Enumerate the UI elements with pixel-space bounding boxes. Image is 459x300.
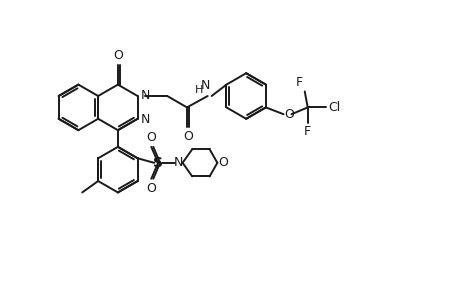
- Text: O: O: [113, 49, 123, 62]
- Text: F: F: [295, 76, 302, 89]
- Text: Cl: Cl: [327, 101, 340, 114]
- Text: F: F: [303, 125, 311, 138]
- Text: N: N: [174, 156, 183, 169]
- Text: N: N: [140, 113, 150, 126]
- Text: O: O: [146, 131, 156, 144]
- Text: O: O: [218, 156, 228, 169]
- Text: O: O: [146, 182, 156, 195]
- Text: N: N: [201, 79, 210, 92]
- Text: H: H: [195, 85, 203, 95]
- Text: O: O: [284, 108, 294, 121]
- Text: O: O: [183, 130, 192, 143]
- Text: N: N: [140, 88, 150, 101]
- Text: S: S: [153, 156, 163, 170]
